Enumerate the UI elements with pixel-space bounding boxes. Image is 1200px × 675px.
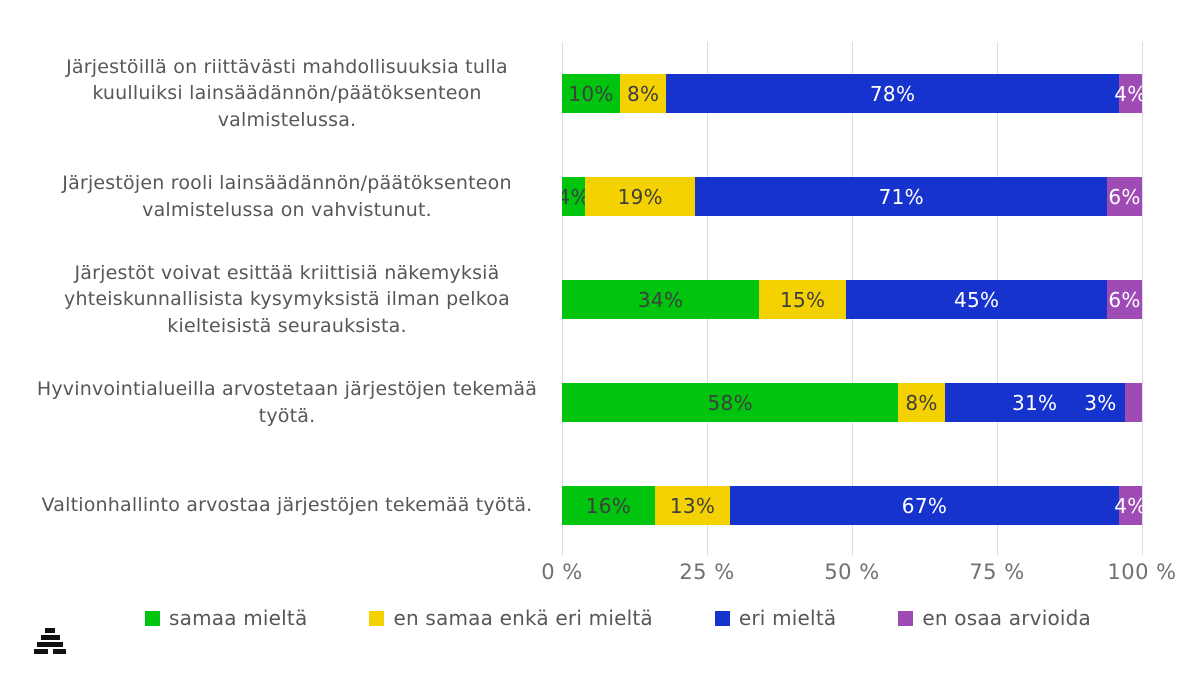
- segment-en-osaa-arvioida: 4%: [1114, 74, 1142, 113]
- value-label: 10%: [568, 81, 614, 106]
- legend-label: en samaa enkä eri mieltä: [393, 606, 653, 630]
- bar-track: 4% 19% 71% 6%: [562, 177, 1142, 216]
- value-label: 3%: [1084, 390, 1117, 415]
- value-label: 67%: [901, 493, 948, 518]
- legend-item: en osaa arvioida: [898, 606, 1091, 630]
- segment-eri-mielt-: 31%: [944, 383, 1125, 422]
- logo-pyramid-icon: [34, 628, 66, 654]
- value-label: 4%: [1114, 81, 1142, 106]
- value-label: 78%: [869, 81, 916, 106]
- category-label: Valtionhallinto arvostaa järjestöjen tek…: [41, 494, 533, 517]
- stacked-bar: 16% 13% 67% 4%: [562, 486, 1142, 525]
- value-label: 58%: [707, 390, 753, 415]
- bar-row: Valtionhallinto arvostaa järjestöjen tek…: [0, 454, 1200, 557]
- value-label: 8%: [905, 390, 938, 415]
- segment-en-osaa-arvioida: 4%: [1114, 486, 1142, 525]
- bar-row: Järjestöillä on riittävästi mahdollisuuk…: [0, 42, 1200, 145]
- segment-en-osaa-arvioida: 6%: [1107, 177, 1142, 216]
- gridline: [1142, 42, 1143, 555]
- segment-en-samaa-enk-eri-mielt-: 15%: [759, 280, 847, 319]
- bar-track: 34% 15% 45% 6%: [562, 280, 1142, 319]
- segment-samaa-mielt-: 4%: [562, 177, 589, 216]
- legend-item: samaa mieltä: [145, 606, 307, 630]
- bar-track: 58% 8% 31% 3%: [562, 383, 1142, 422]
- value-label: 6%: [1108, 184, 1141, 209]
- segment-en-samaa-enk-eri-mielt-: 19%: [585, 177, 696, 216]
- bar-row: Järjestöjen rooli lainsäädännön/päätökse…: [0, 145, 1200, 248]
- logo-bar-2: [40, 635, 60, 640]
- stacked-bar: 58% 8% 31% 3%: [562, 383, 1142, 422]
- bar-row: Järjestöt voivat esittää kriittisiä näke…: [0, 248, 1200, 351]
- logo-bar-4: [34, 649, 66, 654]
- stacked-bar: 34% 15% 45% 6%: [562, 280, 1142, 319]
- legend-label: samaa mieltä: [169, 606, 308, 630]
- value-label: 71%: [878, 184, 924, 209]
- segment-eri-mielt-: 45%: [846, 280, 1108, 319]
- logo-bar-3: [37, 642, 63, 647]
- x-axis: 0 % 25 % 50 % 75 % 100 %: [541, 560, 1176, 590]
- segment-en-samaa-enk-eri-mielt-: 8%: [620, 74, 667, 113]
- value-label: 8%: [627, 81, 660, 106]
- stacked-bar: 10% 8% 78% 4%: [562, 74, 1142, 113]
- legend-label: en osaa arvioida: [922, 606, 1092, 630]
- bar-row: Hyvinvointialueilla arvostetaan järjestö…: [0, 351, 1200, 454]
- x-tick-label: 25 %: [679, 560, 735, 584]
- legend-item: en samaa enkä eri mieltä: [369, 606, 653, 630]
- x-tick-label: 0 %: [541, 560, 583, 584]
- segment-eri-mielt-: 71%: [695, 177, 1108, 216]
- legend-swatch-icon: [714, 610, 730, 626]
- legend-item: eri mieltä: [714, 606, 837, 630]
- legend-swatch-icon: [369, 610, 385, 626]
- legend-swatch-icon: [145, 610, 160, 626]
- value-label: 45%: [954, 287, 1000, 312]
- segment-en-osaa-arvioida: 6%: [1107, 280, 1142, 319]
- bar-track: 10% 8% 78% 4%: [562, 74, 1142, 113]
- segment-en-samaa-enk-eri-mielt-: 8%: [898, 383, 945, 422]
- value-label: 31%: [1012, 390, 1058, 415]
- segment-eri-mielt-: 67%: [730, 486, 1119, 525]
- segment-samaa-mielt-: 58%: [562, 383, 899, 422]
- segment-samaa-mielt-: 34%: [562, 280, 760, 319]
- category-label: Hyvinvointialueilla arvostetaan järjestö…: [36, 378, 538, 427]
- segment-samaa-mielt-: 10%: [562, 74, 620, 113]
- category-label: Järjestöillä on riittävästi mahdollisuuk…: [66, 56, 508, 131]
- segment-en-osaa-arvioida: 3%: [1084, 383, 1142, 422]
- logo-bar-1: [45, 628, 55, 633]
- category-label: Järjestöjen rooli lainsäädännön/päätökse…: [62, 172, 512, 221]
- x-tick-label: 75 %: [969, 560, 1025, 584]
- value-label: 19%: [617, 184, 663, 209]
- segment-en-samaa-enk-eri-mielt-: 13%: [654, 486, 731, 525]
- x-tick-label: 100 %: [1107, 560, 1177, 584]
- value-label: 34%: [637, 287, 684, 312]
- segment-eri-mielt-: 78%: [666, 74, 1119, 113]
- value-label: 6%: [1108, 287, 1141, 312]
- bar-rows: Järjestöillä on riittävästi mahdollisuuk…: [0, 42, 1200, 557]
- segment-samaa-mielt-: 16%: [562, 486, 655, 525]
- value-label: 13%: [669, 493, 716, 518]
- value-label: 4%: [1114, 493, 1142, 518]
- legend-label: eri mieltä: [738, 606, 837, 630]
- value-label: 4%: [562, 184, 590, 209]
- value-label: 15%: [780, 287, 826, 312]
- category-label: Järjestöt voivat esittää kriittisiä näke…: [64, 262, 510, 337]
- x-tick-label: 50 %: [824, 560, 880, 584]
- legend: samaa mieltä en samaa enkä eri mieltä eri …: [145, 606, 1091, 630]
- legend-swatch-icon: [898, 610, 914, 626]
- stacked-bar: 4% 19% 71% 6%: [562, 177, 1142, 216]
- value-label: 16%: [585, 493, 632, 518]
- bar-track: 16% 13% 67% 4%: [562, 486, 1142, 525]
